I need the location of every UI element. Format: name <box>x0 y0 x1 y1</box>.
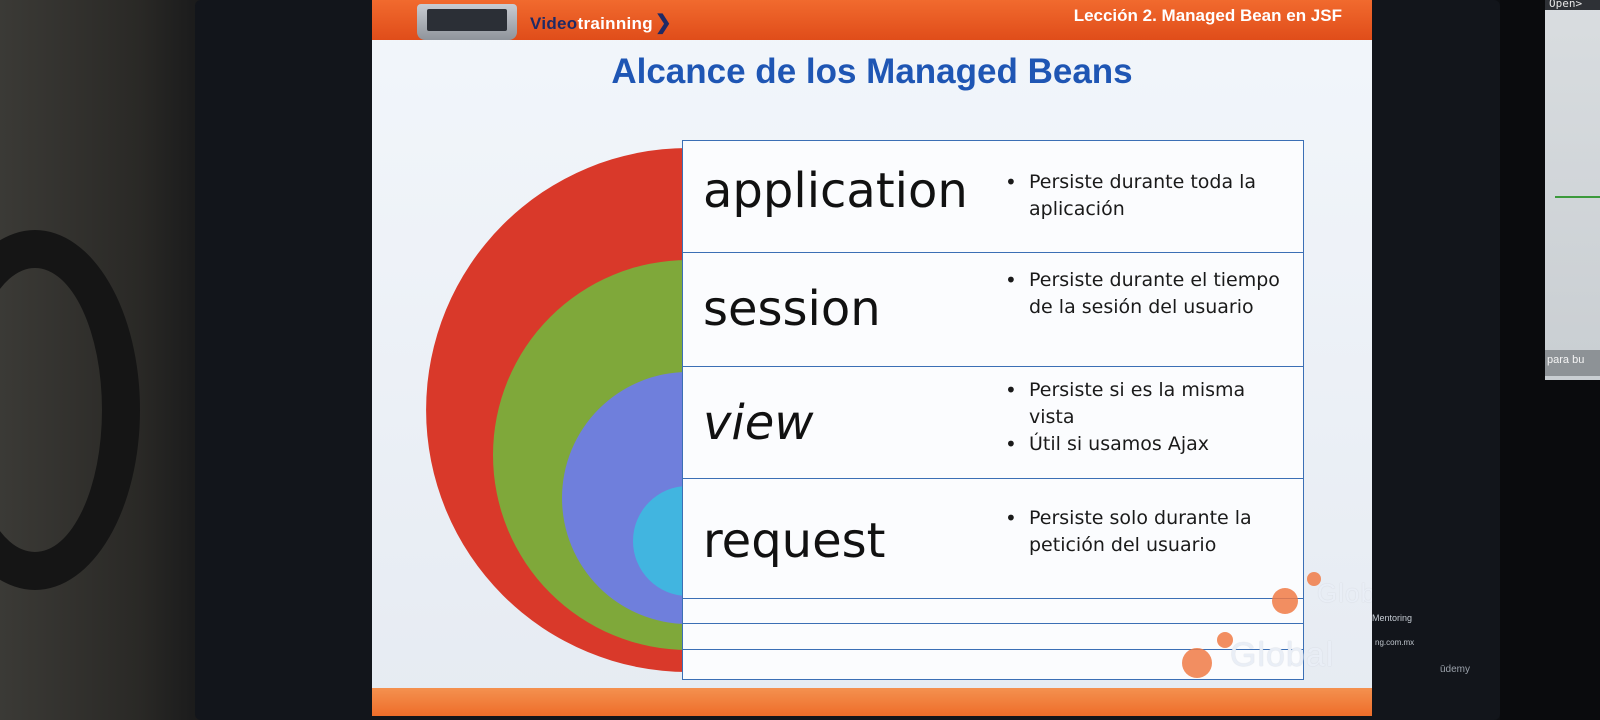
scope-name-session: session <box>703 281 881 337</box>
scope-name-request: request <box>703 513 886 569</box>
scope-row-session: session Persiste durante el tiempo de la… <box>683 253 1303 367</box>
brand-logo: Videotrainning ❯ <box>530 10 672 35</box>
scope-desc-view: Persiste si es la misma vista Útil si us… <box>1003 377 1293 458</box>
scope-desc-request: Persiste solo durante la petición del us… <box>1003 505 1293 559</box>
headphone-shape <box>0 230 140 590</box>
slide-bottom-strip <box>372 688 1372 716</box>
empty-row <box>683 599 1303 624</box>
scope-desc-session: Persiste durante el tiempo de la sesión … <box>1003 267 1293 321</box>
udemy-logo: ūdemy <box>1440 664 1471 675</box>
logo-dot <box>1307 572 1321 586</box>
background-left <box>0 0 230 720</box>
bullet-text: Persiste solo durante la petición del us… <box>1003 505 1293 559</box>
bullet-text: Persiste durante el tiempo de la sesión … <box>1003 267 1293 321</box>
logo-dot <box>1272 588 1298 614</box>
watermark-logo-large: Global <box>1230 636 1335 674</box>
second-screen-top-bar <box>1545 0 1600 10</box>
logo-dot <box>1182 648 1212 678</box>
scope-row-application: application Persiste durante toda la apl… <box>683 141 1303 253</box>
watermark-web: ng.com.mx <box>1375 638 1415 647</box>
scope-name-application: application <box>703 163 968 219</box>
bullet-text: Persiste durante toda la aplicación <box>1003 169 1293 223</box>
brand-suffix: trainning <box>577 14 653 33</box>
bullet-text: Persiste si es la misma vista <box>1003 377 1293 431</box>
second-screen-chart-line <box>1555 196 1600 198</box>
scope-diagram: application Persiste durante toda la apl… <box>412 140 1362 700</box>
lesson-title: Lección 2. Managed Bean en JSF <box>1073 6 1342 25</box>
semicircle-request <box>633 486 688 596</box>
nested-semicircles <box>426 148 688 672</box>
brand-prefix: Video <box>530 14 578 33</box>
second-screen: Open> para bu <box>1545 0 1600 380</box>
presentation-slide: Videotrainning ❯ Lección 2. Managed Bean … <box>372 0 1372 716</box>
slide-title: Alcance de los Managed Beans <box>611 52 1133 91</box>
scope-desc-application: Persiste durante toda la aplicación <box>1003 169 1293 223</box>
logo-dot <box>1217 632 1233 648</box>
arrow-icon: ❯ <box>654 12 672 34</box>
second-screen-top-text: Open> <box>1549 0 1583 10</box>
scope-table: application Persiste durante toda la apl… <box>682 140 1304 680</box>
scope-row-view: view Persiste si es la misma vista Útil … <box>683 367 1303 479</box>
empty-row <box>683 623 1303 650</box>
slide-header: Videotrainning ❯ Lección 2. Managed Bean … <box>372 0 1372 40</box>
watermark-logo: Global <box>1317 578 1372 608</box>
laptop-icon <box>417 4 517 40</box>
bullet-text: Útil si usamos Ajax <box>1003 431 1293 458</box>
second-screen-foot-text: para bu <box>1545 350 1600 376</box>
watermark-tagline: Mentoring <box>1372 613 1413 623</box>
scope-row-request: request Persiste solo durante la petició… <box>683 479 1303 599</box>
scope-name-view: view <box>703 395 814 451</box>
